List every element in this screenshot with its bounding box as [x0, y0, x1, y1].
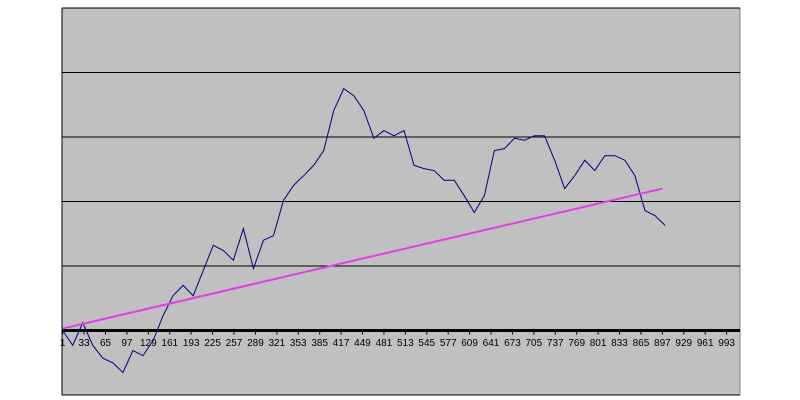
x-tick-label: 1: [60, 338, 66, 349]
x-tick-label: 225: [204, 338, 221, 349]
x-tick-label: 673: [504, 338, 521, 349]
x-tick-label: 257: [226, 338, 243, 349]
x-tick-label: 737: [547, 338, 564, 349]
x-tick-label: 289: [247, 338, 264, 349]
x-tick-label: 577: [440, 338, 457, 349]
x-tick-label: 449: [354, 338, 371, 349]
x-tick-label: 929: [675, 338, 692, 349]
x-tick-label: 385: [311, 338, 328, 349]
x-tick-label: 545: [418, 338, 435, 349]
x-tick-label: 513: [397, 338, 414, 349]
x-tick-label: 705: [526, 338, 543, 349]
x-tick-label: 417: [333, 338, 350, 349]
x-tick-label: 801: [590, 338, 607, 349]
x-tick-label: 321: [269, 338, 286, 349]
x-tick-label: 833: [611, 338, 628, 349]
x-tick-label: 33: [79, 338, 91, 349]
x-tick-label: 353: [290, 338, 307, 349]
x-tick-label: 609: [461, 338, 478, 349]
x-tick-label: 193: [183, 338, 200, 349]
x-tick-label: 993: [718, 338, 735, 349]
x-tick-label: 769: [568, 338, 585, 349]
data-line: [62, 187, 663, 330]
x-tick-label: 65: [100, 338, 112, 349]
x-tick-label: 641: [483, 338, 500, 349]
x-tick-label: 481: [376, 338, 393, 349]
x-tick-label: 961: [697, 338, 714, 349]
x-tick-label: 97: [121, 338, 133, 349]
x-tick-label: 865: [633, 338, 650, 349]
x-tick-label: 161: [161, 338, 178, 349]
data-line: [62, 87, 666, 374]
x-tick-label: 129: [140, 338, 157, 349]
x-tick-label: 897: [654, 338, 671, 349]
